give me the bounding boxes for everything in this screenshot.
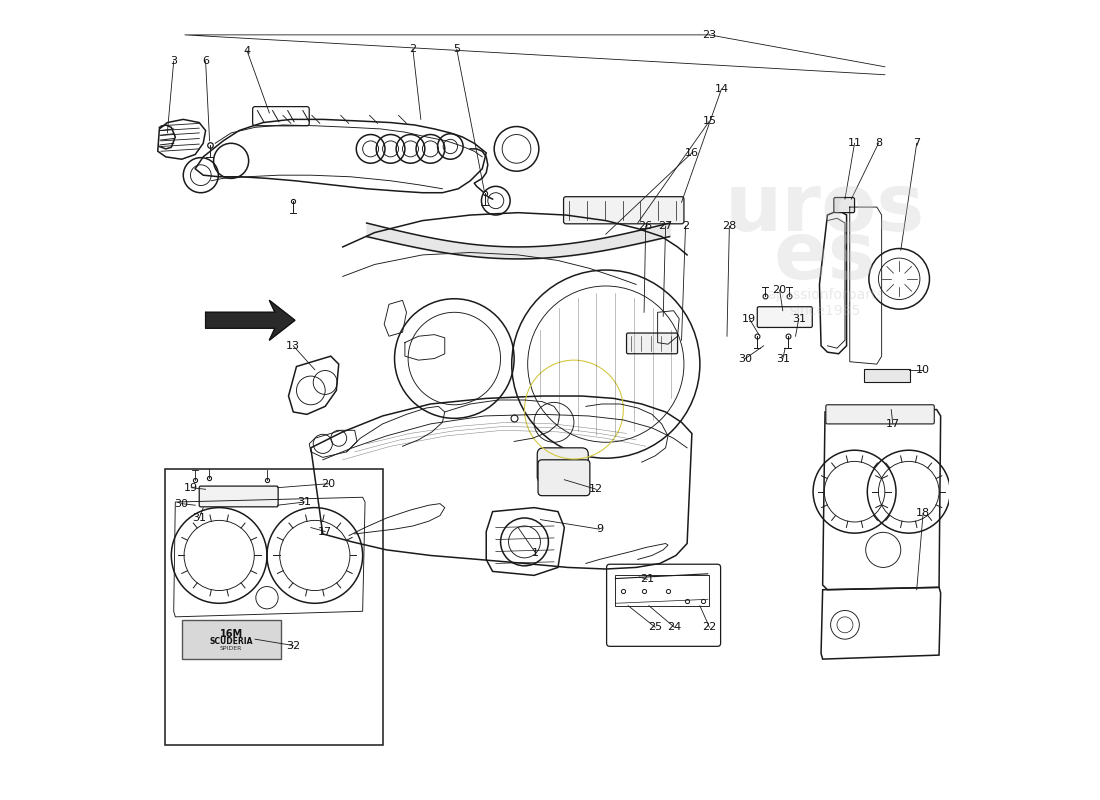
FancyBboxPatch shape: [199, 486, 278, 507]
Text: 28: 28: [723, 222, 737, 231]
FancyBboxPatch shape: [537, 448, 588, 483]
Text: 12: 12: [590, 484, 603, 494]
FancyBboxPatch shape: [627, 333, 678, 354]
Text: 2: 2: [682, 222, 689, 231]
Text: 31: 31: [776, 354, 790, 363]
Text: 30: 30: [738, 354, 752, 363]
Text: 13: 13: [286, 341, 300, 350]
Text: 21: 21: [640, 574, 654, 584]
Text: 31: 31: [297, 497, 311, 507]
Polygon shape: [206, 300, 295, 340]
Text: 30: 30: [175, 498, 189, 509]
Text: 6: 6: [202, 56, 209, 66]
Text: SCUDERIA: SCUDERIA: [209, 637, 253, 646]
Text: 19: 19: [742, 314, 757, 324]
Text: since1985: since1985: [790, 304, 860, 318]
Text: 3: 3: [170, 56, 177, 66]
Text: 32: 32: [286, 641, 300, 650]
FancyBboxPatch shape: [538, 460, 590, 496]
Text: 1: 1: [532, 548, 539, 558]
FancyBboxPatch shape: [826, 405, 934, 424]
Text: 11: 11: [847, 138, 861, 148]
Text: 14: 14: [714, 84, 728, 94]
Text: 15: 15: [703, 116, 716, 126]
Text: 16: 16: [685, 148, 698, 158]
Text: 27: 27: [659, 222, 673, 231]
Text: 7: 7: [913, 138, 921, 148]
Text: 25: 25: [648, 622, 662, 632]
FancyBboxPatch shape: [757, 306, 812, 327]
Text: 20: 20: [321, 478, 336, 489]
Text: 31: 31: [192, 513, 206, 523]
FancyBboxPatch shape: [563, 197, 684, 224]
Text: 17: 17: [886, 419, 900, 429]
Text: 26: 26: [639, 222, 652, 231]
Text: 31: 31: [792, 314, 805, 324]
Text: 5: 5: [453, 44, 460, 54]
Text: 4: 4: [243, 46, 251, 56]
Text: 19: 19: [184, 482, 198, 493]
Text: uros: uros: [725, 170, 925, 248]
FancyBboxPatch shape: [834, 198, 855, 213]
Text: 10: 10: [916, 365, 931, 374]
Text: 23: 23: [703, 30, 716, 40]
Text: SPIDER: SPIDER: [220, 646, 242, 651]
Text: es: es: [773, 218, 877, 295]
Text: 2: 2: [409, 44, 417, 54]
Text: 17: 17: [318, 526, 332, 537]
Text: 16M: 16M: [220, 629, 243, 638]
Text: 8: 8: [874, 138, 882, 148]
Text: 9: 9: [596, 524, 603, 534]
FancyBboxPatch shape: [182, 620, 280, 659]
FancyBboxPatch shape: [865, 369, 910, 382]
Text: 22: 22: [702, 622, 716, 632]
Text: apassionforparts: apassionforparts: [767, 288, 883, 302]
Text: 24: 24: [668, 622, 682, 632]
Text: 18: 18: [916, 508, 931, 518]
Text: 20: 20: [772, 285, 786, 295]
